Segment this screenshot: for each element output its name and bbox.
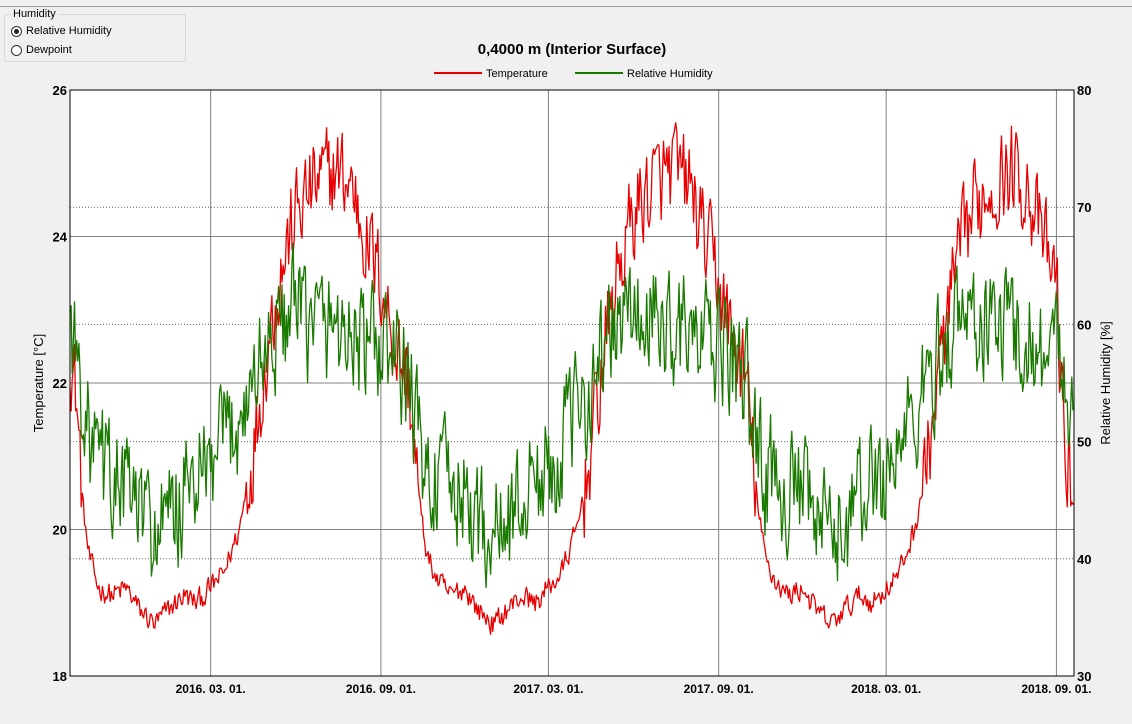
- y-tick-label: 22: [53, 376, 67, 391]
- dewpoint-radio[interactable]: Dewpoint: [11, 44, 72, 56]
- x-tick-label: 2016. 09. 01.: [346, 682, 416, 696]
- plot-frame: [69, 89, 1075, 677]
- y2-tick-label: 80: [1077, 83, 1091, 98]
- relative-humidity-label: Relative Humidity: [26, 25, 112, 37]
- x-tick-label: 2017. 09. 01.: [684, 682, 754, 696]
- axes: 2016. 03. 01. 2016. 09. 01. 2017. 03. 01. 2…: [53, 83, 1092, 696]
- relative-humidity-line: [69, 242, 1075, 589]
- legend-temperature-label: Temperature: [486, 68, 548, 80]
- x-tick-label: 2018. 09. 01.: [1021, 682, 1091, 696]
- y2-tick-label: 50: [1077, 435, 1091, 450]
- y2-axis-label: Relative Humidity [%]: [1098, 321, 1113, 445]
- relative-humidity-radio[interactable]: Relative Humidity: [11, 25, 112, 37]
- humidity-group-title: Humidity: [11, 8, 58, 21]
- y-tick-label: 26: [53, 83, 67, 98]
- grid: [70, 90, 1074, 676]
- temperature-line: [69, 122, 1075, 635]
- y-tick-label: 24: [53, 230, 68, 245]
- series-lines: [69, 122, 1075, 635]
- legend-humidity-label: Relative Humidity: [627, 68, 713, 80]
- radio-unselected-icon: [11, 44, 22, 56]
- x-tick-label: 2016. 03. 01.: [176, 682, 246, 696]
- x-tick-label: 2018. 03. 01.: [851, 682, 921, 696]
- humidity-groupbox: Humidity Relative Humidity Dewpoint: [4, 8, 186, 62]
- y-axis-label: Temperature [°C]: [31, 334, 46, 432]
- y2-tick-label: 40: [1077, 552, 1091, 567]
- dewpoint-label: Dewpoint: [26, 44, 72, 56]
- x-tick-label: 2017. 03. 01.: [513, 682, 583, 696]
- y-tick-label: 20: [53, 523, 67, 538]
- chart-title: 0,4000 m (Interior Surface): [478, 41, 666, 58]
- y-tick-label: 18: [53, 669, 67, 684]
- radio-selected-icon: [11, 25, 22, 37]
- y2-tick-label: 60: [1077, 317, 1091, 332]
- y2-tick-label: 30: [1077, 669, 1091, 684]
- y2-tick-label: 70: [1077, 200, 1091, 215]
- window-top-border: [0, 6, 1132, 7]
- chart-legend: Temperature Relative Humidity: [434, 68, 713, 80]
